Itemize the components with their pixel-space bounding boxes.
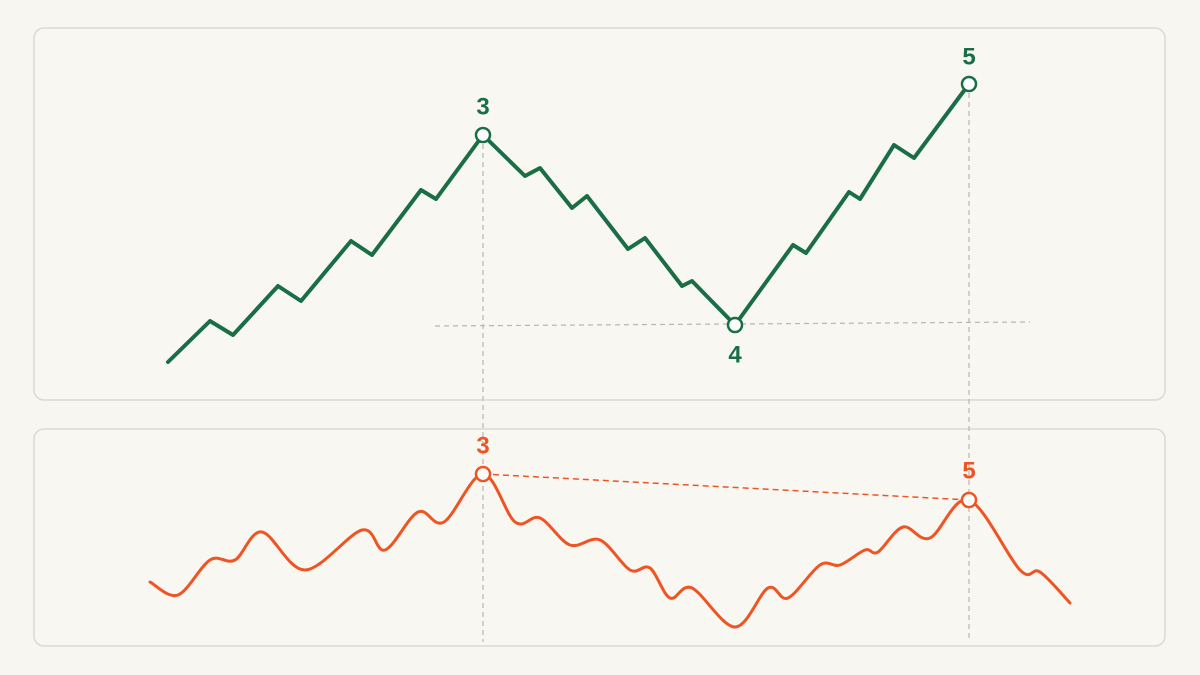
wave-point xyxy=(726,316,744,334)
price-line xyxy=(166,82,971,364)
oscillator-label: 3 xyxy=(476,432,489,459)
wave-point xyxy=(474,126,492,144)
oscillator-label: 5 xyxy=(962,457,975,484)
wave-label: 5 xyxy=(962,43,975,70)
oscillator-point xyxy=(960,491,978,509)
wave-label: 4 xyxy=(728,341,742,368)
oscillator-line xyxy=(148,472,1072,629)
wave-point xyxy=(960,75,978,93)
oscillator-point xyxy=(474,465,492,483)
oscillator-panel xyxy=(33,428,1166,647)
divergence-line xyxy=(482,473,970,501)
wave-label: 3 xyxy=(476,93,489,120)
